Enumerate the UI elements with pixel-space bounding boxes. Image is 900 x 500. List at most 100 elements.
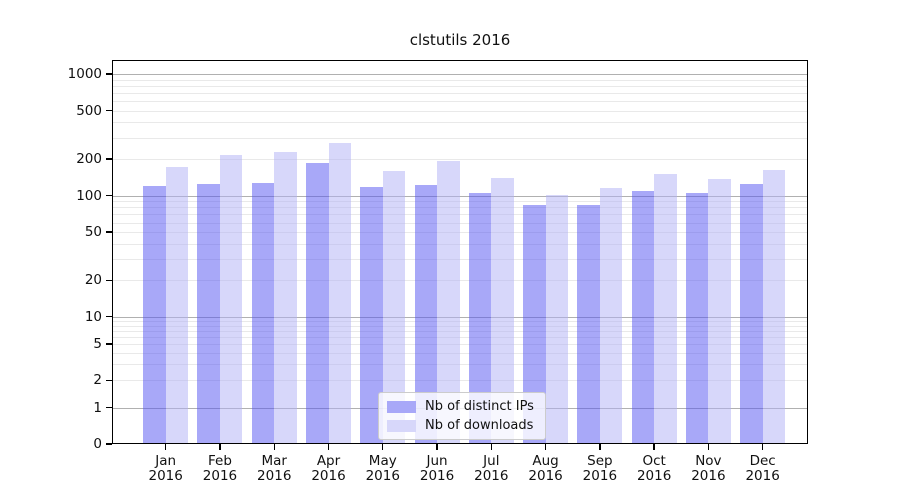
bar-distinct-ips-jun [414,184,438,444]
y-gridline-minor-400 [112,122,808,124]
y-tick-mark-50 [105,231,112,233]
y-gridline-minor-8 [112,325,808,327]
x-tick-mark-mar [273,444,275,450]
y-gridline-minor-60 [112,222,808,224]
x-tick-label-aug: Aug 2016 [514,454,578,483]
y-gridline-minor-20 [112,280,808,282]
y-gridline-minor-300 [112,137,808,139]
x-tick-mark-oct [653,444,655,450]
plot-area [112,60,808,444]
x-tick-year-may: 2016 [365,467,400,484]
y-tick-mark-2 [105,379,112,381]
y-tick-label-2: 2 [93,372,102,389]
x-tick-mark-nov [707,444,710,450]
x-tick-mark-jan [165,444,167,450]
y-gridline-minor-600 [112,100,808,102]
chart-title: clstutils 2016 [409,31,511,49]
y-tick-label-5: 5 [93,336,102,353]
y-gridline-minor-6 [112,336,808,338]
bar-distinct-ips-feb [197,184,220,444]
bar-distinct-ips-nov [685,193,709,444]
bar-distinct-ips-may [360,187,383,444]
x-tick-label-apr: Apr 2016 [297,454,361,483]
y-tick-label-50: 50 [84,224,102,241]
x-tick-year-nov: 2016 [691,467,726,484]
x-tick-year-dec: 2016 [745,467,780,484]
y-gridline-minor-3 [112,364,808,366]
bar-distinct-ips-oct [631,190,655,444]
bar-downloads-dec [762,169,786,444]
x-tick-year-mar: 2016 [257,467,292,484]
x-tick-mark-aug [544,444,547,450]
y-gridline-minor-9 [112,320,808,322]
y-tick-mark-200 [105,158,112,160]
bar-downloads-oct [654,173,677,444]
x-tick-year-oct: 2016 [636,467,672,484]
bar-downloads-mar [274,152,297,444]
x-tick-label-feb: Feb 2016 [188,454,252,483]
bar-distinct-ips-jan [143,186,166,444]
y-tick-label-100: 100 [76,187,102,204]
x-tick-label-mar: Mar 2016 [242,454,306,483]
y-gridline-minor-90 [112,201,808,203]
bar-downloads-sep [599,188,623,444]
legend-label-downloads: Nb of downloads [425,418,534,433]
y-gridline-minor-5 [112,344,808,346]
y-tick-mark-5 [105,343,112,345]
bar-distinct-ips-apr [306,163,329,444]
x-tick-mark-apr [327,444,330,450]
x-tick-mark-dec [761,444,764,450]
x-tick-label-jul: Jul 2016 [459,454,523,483]
bar-distinct-ips-aug [523,204,546,444]
y-gridline-major-100 [112,195,808,197]
y-gridline-minor-80 [112,207,808,209]
x-tick-mark-feb [219,444,221,450]
bar-downloads-jun [437,160,460,444]
bar-downloads-apr [328,143,351,444]
x-tick-year-sep: 2016 [582,467,618,484]
y-tick-label-10: 10 [84,308,102,325]
y-gridline-major-1000 [112,74,808,75]
y-gridline-minor-30 [112,258,808,260]
x-tick-mark-sep [599,444,601,450]
y-tick-label-0: 0 [93,436,102,452]
y-gridline-major-10 [112,316,808,318]
x-tick-label-jan: Jan 2016 [134,454,198,483]
y-tick-mark-1 [105,407,112,409]
x-tick-year-jan: 2016 [148,467,183,484]
x-tick-year-feb: 2016 [202,467,238,484]
bar-distinct-ips-jul [468,193,492,444]
x-tick-label-dec: Dec 2016 [731,454,795,483]
y-tick-mark-100 [105,195,112,197]
bar-downloads-feb [219,155,243,444]
y-gridline-minor-70 [112,214,808,216]
y-gridline-minor-500 [112,110,808,112]
y-gridline-minor-50 [112,232,808,234]
y-gridline-minor-700 [112,92,808,94]
x-tick-label-jun: Jun 2016 [405,454,469,483]
y-tick-mark-10 [105,316,112,318]
y-tick-mark-500 [105,109,112,112]
x-tick-mark-may [382,444,384,450]
y-gridline-minor-900 [112,79,808,81]
x-tick-mark-jul [490,444,492,450]
bar-downloads-nov [708,179,731,444]
y-gridline-minor-2 [112,380,808,382]
legend-swatch-distinct-ips [387,400,416,413]
y-tick-label-500: 500 [76,102,102,119]
y-tick-mark-1000 [105,73,112,75]
y-gridline-minor-40 [112,243,808,245]
y-tick-label-20: 20 [84,272,102,289]
x-tick-year-apr: 2016 [311,467,346,484]
x-tick-label-sep: Sep 2016 [568,454,632,483]
y-tick-mark-20 [105,279,112,281]
y-gridline-minor-200 [112,159,808,161]
bar-distinct-ips-mar [251,183,275,444]
legend-row-distinct-ips: Nb of distinct IPs [387,399,534,414]
x-tick-year-jul: 2016 [474,467,509,484]
bar-downloads-may [382,170,406,444]
y-tick-label-1: 1 [93,399,102,416]
x-tick-mark-jun [436,444,438,450]
x-tick-label-oct: Oct 2016 [622,454,686,483]
